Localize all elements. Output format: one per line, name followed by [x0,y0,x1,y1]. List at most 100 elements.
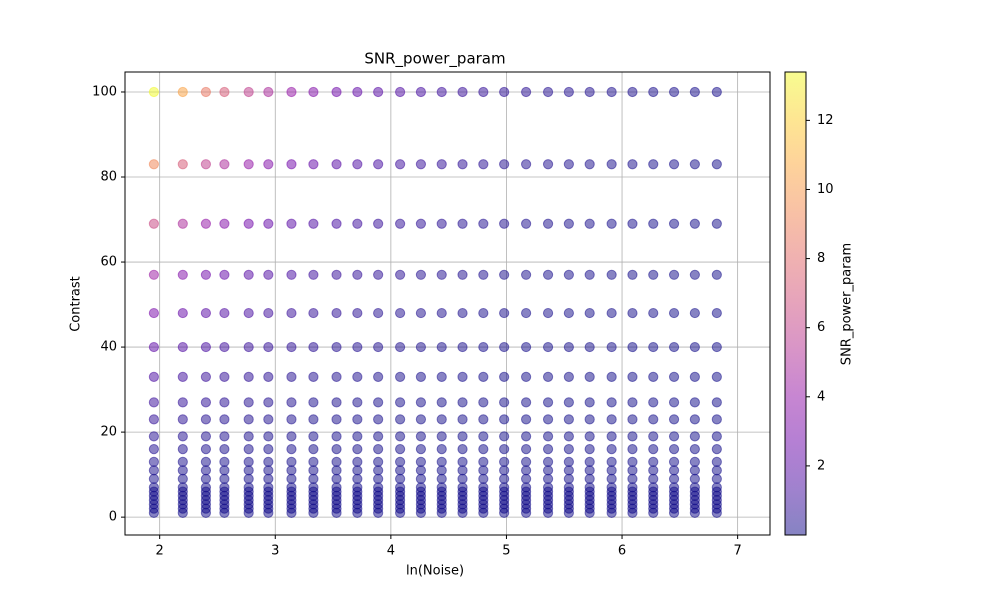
point [263,218,274,229]
point [668,414,680,425]
point [478,218,489,229]
point [395,414,406,425]
point [263,307,274,319]
point [648,482,659,493]
point [563,307,574,319]
point [668,307,680,319]
point [457,444,468,455]
point [457,431,468,442]
point [263,397,274,408]
point [627,307,638,319]
point [668,371,680,382]
point [373,473,384,484]
point [148,473,159,484]
point [606,444,617,455]
point [352,473,363,484]
point [415,269,427,280]
point [436,159,447,170]
x-axis-label: ln(Noise) [406,564,464,579]
point [219,159,230,170]
point [563,456,574,467]
point [606,371,617,382]
point [436,86,447,98]
point [219,269,230,280]
point [584,307,595,319]
point [352,218,363,229]
point [457,414,468,425]
point [243,341,254,353]
point [415,397,427,408]
point [352,465,363,476]
point [177,431,188,442]
point [373,218,384,229]
point [415,307,427,319]
point [563,218,574,229]
point [331,431,342,442]
point [478,431,489,442]
point [395,307,406,319]
point [395,269,406,280]
point [373,371,384,382]
point [584,371,595,382]
point [219,431,230,442]
point [286,159,297,170]
point [563,473,574,484]
point [415,371,427,382]
point [711,341,722,353]
point [689,473,700,484]
colorbar-tick-label: 8 [817,251,825,266]
point [563,431,574,442]
point [148,341,159,353]
point [606,307,617,319]
point [627,371,638,382]
point [499,397,510,408]
point [200,414,212,425]
point [584,159,595,170]
x-tick-label: 3 [271,544,279,559]
point [457,307,468,319]
point [689,456,700,467]
point [352,414,363,425]
point [331,456,342,467]
point [627,218,638,229]
point [373,397,384,408]
point [286,465,297,476]
point [584,414,595,425]
point [331,159,342,170]
point [478,159,489,170]
point [219,371,230,382]
point [648,465,659,476]
point [308,473,319,484]
colorbar-tick-label: 12 [817,113,834,128]
point [148,159,159,170]
point [263,431,274,442]
point [711,465,722,476]
point [648,269,659,280]
point [436,307,447,319]
point [563,159,574,170]
point [373,414,384,425]
point [308,269,319,280]
y-tick-label: 40 [100,340,117,355]
point [606,431,617,442]
point [308,86,319,98]
point [219,482,230,493]
point [478,482,489,493]
x-tick-label: 2 [156,544,164,559]
y-tick-label: 100 [92,84,117,99]
point [627,482,638,493]
point [177,444,188,455]
point [395,482,406,493]
point [308,431,319,442]
point [457,371,468,382]
point [627,86,638,98]
point [308,444,319,455]
point [263,444,274,455]
point [542,269,554,280]
point [263,482,274,493]
point [286,431,297,442]
point [627,465,638,476]
point [395,465,406,476]
point [200,86,212,98]
